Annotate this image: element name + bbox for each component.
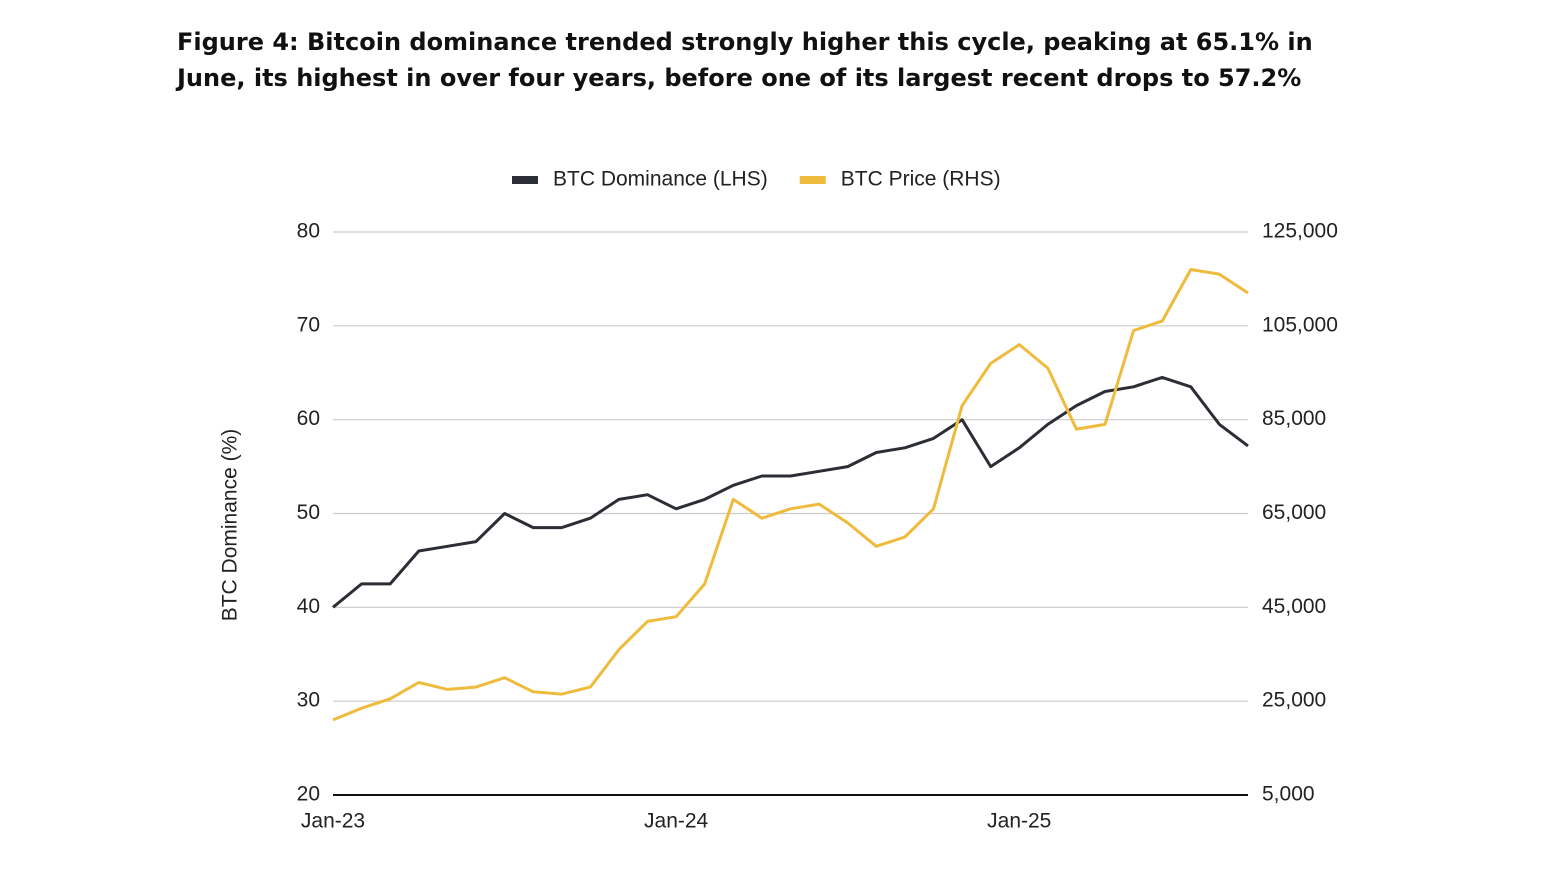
y2-tick-label: 5,000 [1262, 783, 1315, 806]
legend-swatch [799, 176, 826, 184]
y2-tick-label: 125,000 [1262, 220, 1338, 243]
y2-tick-label: 25,000 [1262, 689, 1326, 712]
y-tick-label: 40 [297, 595, 320, 618]
y-tick-label: 60 [297, 407, 320, 430]
legend-swatch [512, 176, 538, 184]
series-line [332, 268, 1249, 722]
x-tick-label: Jan-24 [644, 810, 709, 833]
y-tick-label: 50 [297, 501, 320, 524]
y2-tick-label: 65,000 [1262, 501, 1326, 524]
chart-title: Figure 4: Bitcoin dominance trended stro… [177, 28, 1313, 92]
y-tick-label: 80 [297, 220, 320, 243]
y2-tick-label: 45,000 [1262, 595, 1326, 618]
x-tick-label: Jan-23 [301, 810, 365, 833]
y-tick-label: 70 [297, 313, 320, 336]
legend-label: BTC Price (RHS) [841, 168, 1001, 191]
y-tick-label: 30 [297, 689, 320, 712]
y-axis-label: BTC Dominance (%) [219, 429, 242, 622]
legend-label: BTC Dominance (LHS) [553, 168, 768, 191]
y-tick-label: 20 [297, 783, 320, 806]
x-tick-label: Jan-25 [987, 810, 1051, 833]
y2-tick-label: 105,000 [1262, 313, 1338, 336]
series-line [332, 375, 1249, 609]
y2-tick-label: 85,000 [1262, 407, 1326, 430]
